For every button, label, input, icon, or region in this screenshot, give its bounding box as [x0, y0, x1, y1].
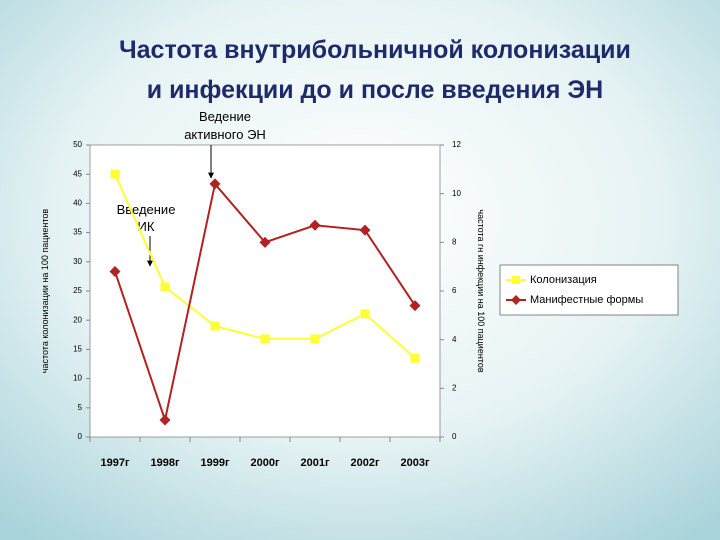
y2-tick-label: 10 [452, 189, 461, 198]
y2-tick-label: 4 [452, 335, 457, 344]
marker [409, 300, 421, 312]
y-tick-label: 35 [73, 228, 82, 237]
marker [360, 309, 370, 319]
y-tick-label: 50 [73, 140, 82, 149]
marker [110, 169, 120, 179]
y2-tick-label: 6 [452, 286, 457, 295]
marker [159, 414, 171, 426]
marker [210, 321, 220, 331]
title-line: и инфекции до и после введения ЭН [147, 76, 603, 104]
y-axis-label: частота колонизации на 100 пациентов [40, 209, 50, 374]
y-tick-label: 30 [73, 257, 82, 266]
marker [109, 266, 121, 278]
y-tick-label: 15 [73, 345, 82, 354]
annotation: Введение [117, 202, 176, 217]
y-tick-label: 5 [78, 403, 83, 412]
marker [359, 224, 371, 236]
title-line: Частота внутрибольничной колонизации [119, 36, 631, 64]
legend-label: Манифестные формы [530, 294, 643, 306]
marker [512, 276, 520, 284]
y2-tick-label: 0 [452, 432, 457, 441]
y2-axis-label: частота гн инфекции на 100 пациентов [476, 209, 486, 372]
y-tick-label: 40 [73, 199, 82, 208]
plot-area [89, 144, 441, 438]
marker [511, 295, 521, 305]
marker [309, 219, 321, 231]
x-tick-label: 1999г [200, 457, 229, 469]
x-tick-label: 1997г [100, 457, 129, 469]
x-tick-label: 2002г [350, 457, 379, 469]
marker [260, 334, 270, 344]
y2-tick-label: 8 [452, 237, 457, 246]
marker [259, 236, 271, 248]
annotation: активного ЭН [184, 127, 266, 142]
x-tick-label: 2000г [250, 457, 279, 469]
y2-tick-label: 2 [452, 383, 457, 392]
x-tick-label: 1998г [150, 457, 179, 469]
y-tick-label: 25 [73, 286, 82, 295]
annotation: Ведение [199, 109, 251, 124]
marker [209, 178, 221, 190]
y-tick-label: 20 [73, 315, 82, 324]
legend [499, 264, 679, 316]
y2-tick-label: 12 [452, 140, 461, 149]
marker [310, 334, 320, 344]
y-tick-label: 0 [78, 432, 83, 441]
y-tick-label: 45 [73, 169, 82, 178]
marker [160, 282, 170, 292]
marker [410, 353, 420, 363]
x-tick-label: 2001г [300, 457, 329, 469]
y-tick-label: 10 [73, 374, 82, 383]
x-tick-label: 2003г [400, 457, 429, 469]
annotation: ИК [138, 219, 155, 234]
legend-label: Колонизация [530, 274, 597, 286]
